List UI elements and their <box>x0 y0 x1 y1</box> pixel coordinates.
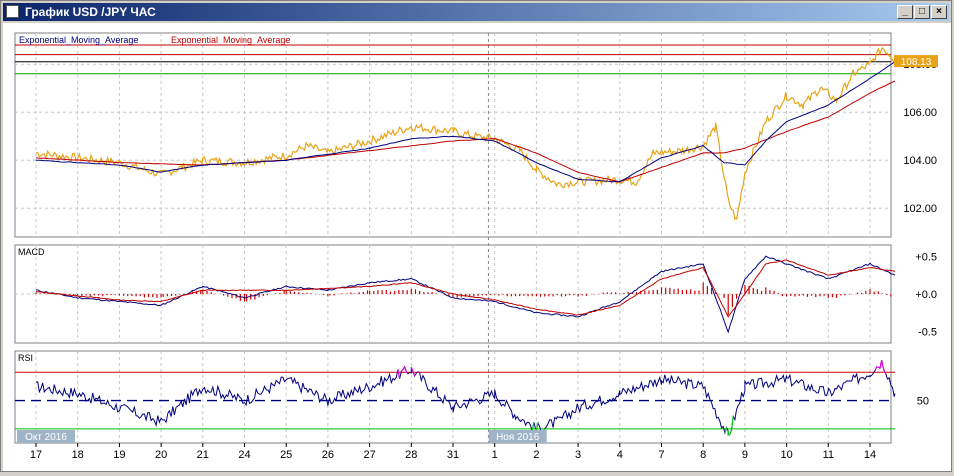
price-tick-label: 104.00 <box>903 155 937 167</box>
x-tick-label: 2 <box>533 449 539 461</box>
chart-svg[interactable]: 102.00104.00106.00108.00108.13Exponentia… <box>3 23 951 471</box>
maximize-button[interactable]: □ <box>914 5 930 19</box>
price-tick-label: 102.00 <box>903 203 937 215</box>
current-price-label: 108.13 <box>901 57 932 68</box>
x-tick-label: 24 <box>238 449 250 461</box>
x-tick-label: 28 <box>405 449 417 461</box>
x-tick-label: 3 <box>575 449 581 461</box>
x-tick-label: 18 <box>72 449 84 461</box>
rsi-tick-label: 50 <box>917 396 929 408</box>
x-tick-label: 21 <box>197 449 209 461</box>
rsi-title: RSI <box>18 353 33 363</box>
x-tick-label: 19 <box>113 449 125 461</box>
x-tick-label: 25 <box>280 449 292 461</box>
price-tick-label: 106.00 <box>903 107 937 119</box>
macd-tick-label: +0.0 <box>915 289 937 301</box>
month-label: Ноя 2016 <box>496 432 540 443</box>
x-tick-label: 14 <box>864 449 876 461</box>
x-tick-label: 11 <box>823 449 834 461</box>
x-tick-label: 10 <box>780 449 792 461</box>
macd-title: MACD <box>18 247 45 257</box>
rsi-extreme-segment <box>418 372 420 373</box>
window-title: График USD /JPY ЧАС <box>25 3 156 21</box>
macd-tick-label: +0.5 <box>915 251 937 263</box>
title-bar[interactable]: График USD /JPY ЧАС _ □ × <box>3 3 949 21</box>
chart-app-icon <box>6 5 19 18</box>
rsi-extreme-segment <box>882 360 883 365</box>
x-tick-label: 4 <box>617 449 623 461</box>
chart-area: 102.00104.00106.00108.00108.13Exponentia… <box>3 23 951 471</box>
rsi-extreme-segment <box>728 434 730 435</box>
x-tick-label: 7 <box>658 449 664 461</box>
minimize-button[interactable]: _ <box>897 5 913 19</box>
x-tick-label: 26 <box>322 449 334 461</box>
x-tick-label: 9 <box>742 449 748 461</box>
x-tick-label: 17 <box>30 449 42 461</box>
close-button[interactable]: × <box>931 5 947 19</box>
month-label: Окт 2016 <box>25 432 67 443</box>
legend-ema-fast: Exponential_Moving_Average <box>19 35 138 45</box>
x-tick-label: 8 <box>700 449 706 461</box>
x-tick-label: 20 <box>155 449 167 461</box>
x-tick-label: 31 <box>447 449 459 461</box>
legend-ema-slow: Exponential_Moving_Average <box>171 35 290 45</box>
macd-tick-label: -0.5 <box>918 327 937 339</box>
x-tick-label: 27 <box>363 449 375 461</box>
x-tick-label: 1 <box>492 449 498 461</box>
